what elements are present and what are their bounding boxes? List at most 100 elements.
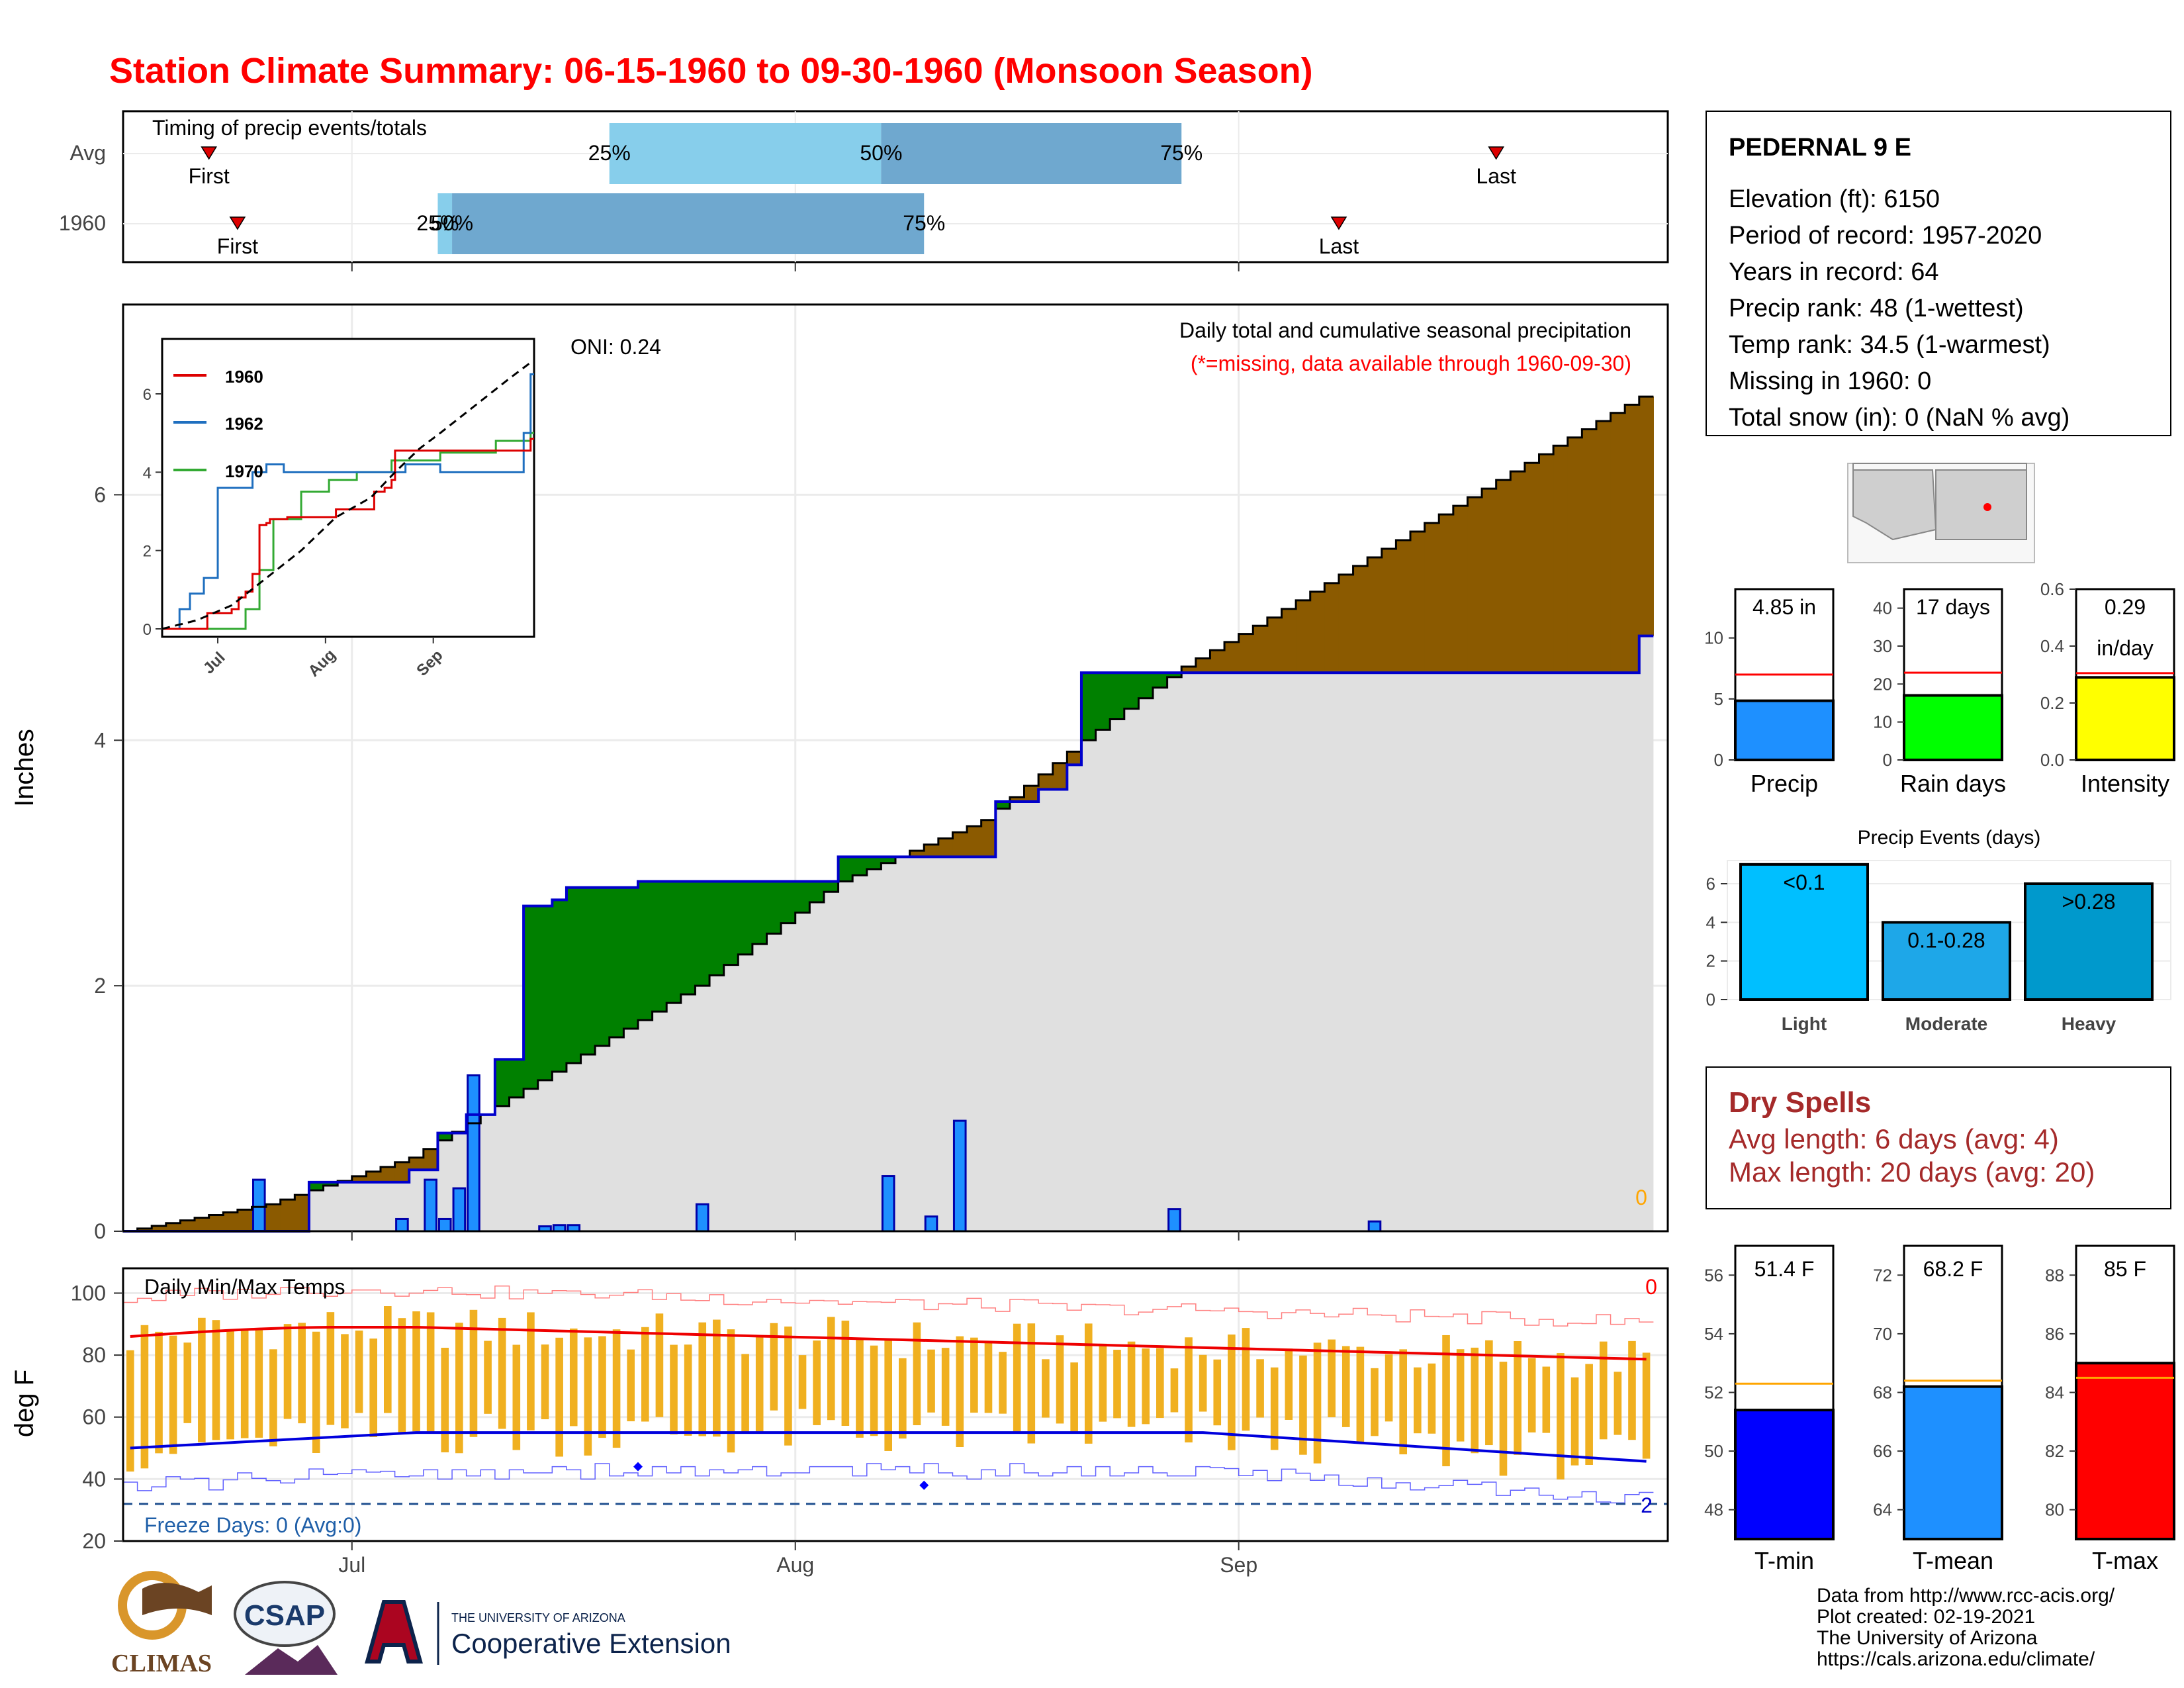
daily-precip-bar-5 (467, 1074, 480, 1233)
timing-bar-q50-q75-1 (452, 193, 925, 254)
temp-summary-ytick-label-1-3: 70 (1873, 1324, 1892, 1344)
daily-temp-range-bar-5 (198, 1317, 206, 1442)
summary-ytick-label-0-1: 5 (1714, 689, 1723, 709)
ua-logo-a (365, 1600, 423, 1664)
climas-logo-shape (142, 1583, 212, 1615)
temp-summary-value-label-2: 85 F (2104, 1257, 2146, 1281)
temp-summary-value-label-1: 68.2 F (1923, 1257, 1983, 1281)
daily-precip-bar-4 (452, 1187, 467, 1233)
timing-bar-q25-q50-0 (609, 123, 882, 184)
departure-strip-8 (237, 1209, 253, 1231)
temp-ylabel: deg F (10, 1370, 39, 1437)
departure-strip-91 (1424, 523, 1439, 673)
temp-summary-ytick-label-1-0: 64 (1873, 1500, 1892, 1520)
daily-temp-range-bar-50 (841, 1321, 850, 1426)
timing-bar-q25-q50-1 (437, 193, 453, 254)
footer-line-1: Data from http://www.rcc-acis.org/ (1817, 1585, 2115, 1607)
departure-strip-95 (1482, 489, 1497, 673)
temp-ytick-label-3: 80 (82, 1343, 106, 1367)
daily-temp-range-bar-102 (1585, 1364, 1593, 1465)
daily-temp-range-bar-69 (1113, 1350, 1121, 1419)
daily-precip-bar-3 (437, 1217, 452, 1233)
daily-temp-range-bar-36 (641, 1327, 649, 1422)
avg-max-temp-line (130, 1325, 1647, 1361)
daily-temp-range-bar-93 (1456, 1349, 1465, 1442)
map-state-new-mexico (1935, 469, 2027, 540)
event-category-label-2: Heavy (2062, 1013, 2116, 1034)
temp-summary-value-label-0: 51.4 F (1754, 1257, 1815, 1281)
daily-temp-range-bar-34 (612, 1329, 621, 1448)
departure-strip-71 (1138, 673, 1154, 698)
daily-temp-range-bar-82 (1299, 1355, 1307, 1455)
departure-strip-13 (308, 1182, 324, 1191)
precip-events-title: Precip Events (days) (1858, 827, 2041, 849)
freeze-days-label: Freeze Days: 0 (Avg:0) (144, 1513, 361, 1537)
summary-axis-label-2: Intensity (2081, 770, 2169, 797)
departure-strip-85 (1338, 574, 1354, 673)
daily-temp-range-bar-46 (784, 1326, 792, 1446)
departure-strip-50 (838, 857, 853, 882)
daily-temp-range-bar-96 (1499, 1362, 1508, 1476)
daily-precip-bar-13 (1167, 1208, 1181, 1233)
daily-temp-range-bar-39 (684, 1344, 692, 1436)
daily-temp-range-bar-64 (1042, 1359, 1050, 1418)
departure-strip-83 (1310, 591, 1325, 673)
departure-strip-57 (938, 838, 954, 857)
daily-temp-range-bar-16 (355, 1331, 363, 1413)
temp-summary-ytick-label-1-1: 66 (1873, 1441, 1892, 1461)
summary-ytick-label-1-0: 0 (1883, 750, 1892, 770)
timing-bar-q50-q75-0 (881, 123, 1182, 184)
daily-precip-bar-11 (924, 1215, 938, 1233)
daily-temp-range-bar-98 (1527, 1358, 1536, 1432)
daily-temp-range-bar-80 (1270, 1367, 1279, 1450)
departure-strip-101 (1567, 437, 1582, 673)
inset-legend-1962: 1962 (225, 414, 263, 434)
missing-count: 0 (1635, 1186, 1647, 1209)
inset-line-1960 (162, 438, 534, 630)
daily-temp-range-bar-45 (770, 1323, 778, 1411)
precip-panel: 0 2 4 6 Inches ONI: 0.24 Daily total and cu… (10, 303, 1669, 1243)
daily-temp-range-bar-68 (1099, 1343, 1107, 1422)
daily-temp-range-bar-56 (927, 1349, 935, 1413)
record-min-temp-line (123, 1463, 1654, 1504)
temp-summary-ytick-label-2-4: 88 (2045, 1265, 2064, 1285)
dry-spells-avg: Avg length: 6 days (avg: 4) (1729, 1123, 2059, 1154)
summary-value-label-1: 17 days (1916, 595, 1990, 619)
oni-label: ONI: 0.24 (570, 335, 661, 359)
daily-temp-range-bar-0 (126, 1350, 134, 1472)
csap-logo-text: CSAP (244, 1599, 325, 1632)
departure-strip-78 (1238, 633, 1253, 673)
summary-chart-precip: 0 5 10 4.85 in Precip (1704, 588, 1835, 797)
daily-temp-range-bar-48 (813, 1340, 821, 1425)
station-temp-rank: Temp rank: 34.5 (1-warmest) (1729, 331, 2050, 359)
daily-temp-range-bar-103 (1599, 1341, 1608, 1440)
event-bin-label-0: <0.1 (1783, 870, 1825, 894)
daily-temp-range-bar-75 (1199, 1354, 1207, 1412)
daily-precip-bar-2 (424, 1178, 437, 1233)
footer-line-3: The University of Arizona (1817, 1627, 2038, 1649)
temp-summary-ytick-label-2-1: 82 (2045, 1441, 2064, 1461)
station-period: Period of record: 1957-2020 (1729, 222, 2042, 250)
temp-summary-axis-label-1: T-mean (1913, 1547, 1993, 1574)
daily-precip-bar-10 (881, 1175, 895, 1233)
temp-summary-ytick-label-0-4: 56 (1704, 1265, 1723, 1285)
daily-temp-range-bar-94 (1471, 1347, 1479, 1454)
precip-subtitle: Daily total and cumulative seasonal prec… (1179, 318, 1631, 342)
temp-ytick-label-1: 40 (82, 1467, 106, 1491)
temp-ytick-label-4: 100 (71, 1281, 106, 1305)
timing-row-label-1960: 1960 (59, 211, 106, 235)
temp-summary-ytick-label-0-2: 52 (1704, 1383, 1723, 1403)
footer-line-4: https://cals.arizona.edu/climate/ (1817, 1648, 2095, 1670)
departure-strip-22 (437, 1133, 453, 1141)
summary-ytick-label-2-0: 0.0 (2040, 750, 2064, 770)
timing-label-q75-1: 75% (903, 211, 945, 235)
inset-ytick-label-3: 6 (143, 386, 152, 404)
daily-temp-range-bar-22 (441, 1348, 449, 1452)
footer-line-2: Plot created: 02-19-2021 (1817, 1606, 2035, 1628)
departure-strip-86 (1353, 565, 1368, 673)
climas-logo-text: CLIMAS (111, 1650, 212, 1677)
station-years: Years in record: 64 (1729, 258, 1939, 286)
daily-temp-range-bar-9 (255, 1328, 263, 1438)
daily-temp-range-bar-67 (1084, 1323, 1093, 1444)
